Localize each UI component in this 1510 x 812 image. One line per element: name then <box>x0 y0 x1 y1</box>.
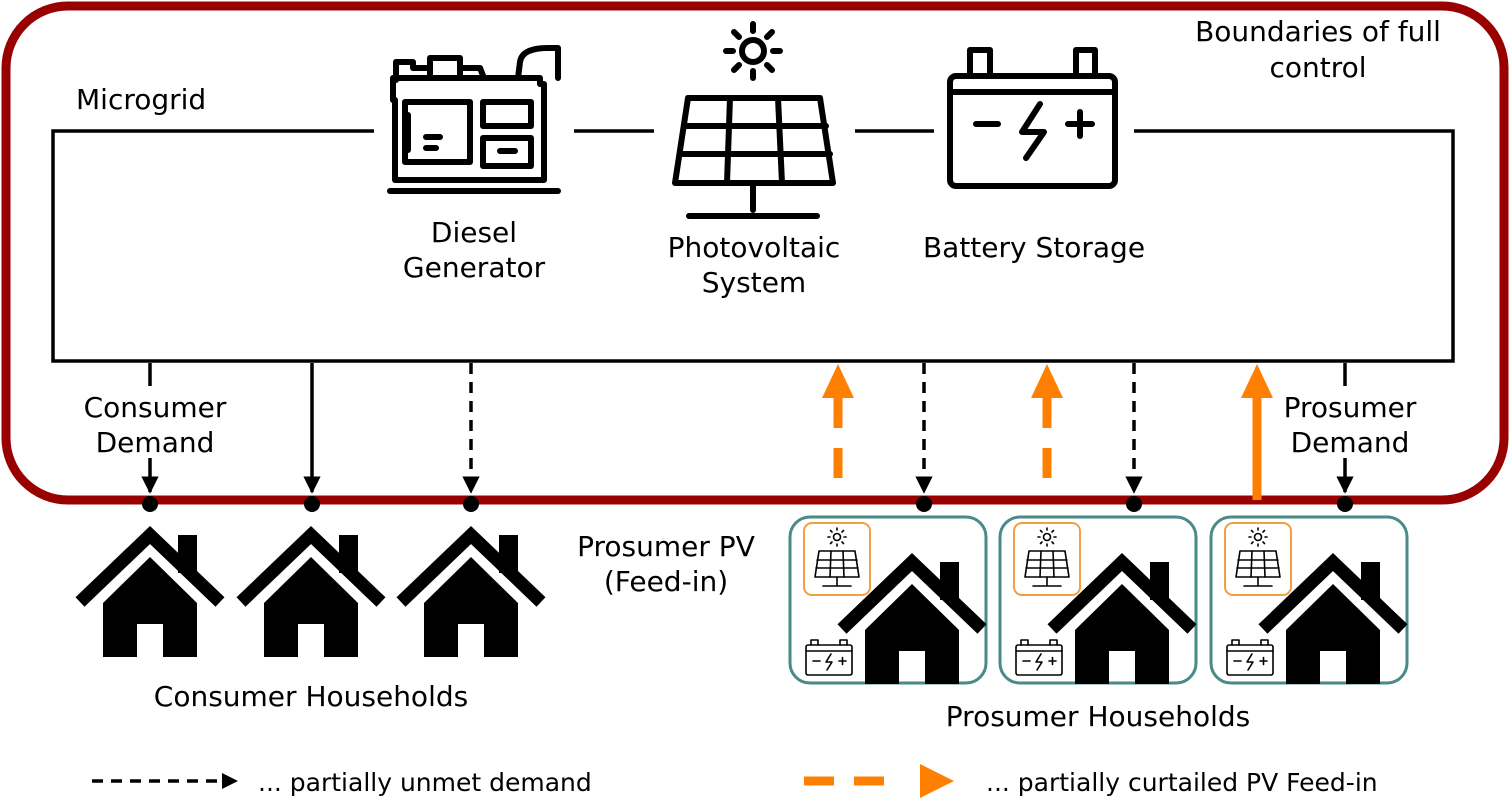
consumer-house-icon <box>401 535 541 657</box>
legend: ... partially unmet demand ... partially… <box>92 764 1378 798</box>
legend-unmet-demand: ... partially unmet demand <box>258 768 592 797</box>
photovoltaic-icon <box>672 21 836 219</box>
diesel-label-line2: Generator <box>403 251 546 284</box>
boundary-label-line2: control <box>1269 51 1366 84</box>
legend-black-arrowhead <box>222 773 238 789</box>
prosumer-household-3 <box>1209 515 1407 684</box>
consumer-demand-label-line2: Demand <box>96 426 215 459</box>
consumer-demand-label-line1: Consumer <box>84 391 227 424</box>
prosumer-demand-label-line1: Prosumer <box>1284 391 1417 424</box>
consumer-households <box>80 535 541 657</box>
microgrid-label: Microgrid <box>76 83 206 116</box>
pv-label-line2: System <box>702 266 806 299</box>
consumer-house-icon <box>80 535 220 657</box>
pv-label-line1: Photovoltaic <box>668 231 841 264</box>
legend-curtailed-pv: ... partially curtailed PV Feed-in <box>986 768 1378 797</box>
prosumer-pv-label-line2: (Feed-in) <box>604 565 728 598</box>
consumer-house-icon <box>241 535 381 657</box>
pv-feed-in-flows <box>822 364 1273 500</box>
battery-label: Battery Storage <box>923 231 1145 264</box>
battery-storage-icon <box>947 47 1118 189</box>
prosumer-household-2 <box>998 515 1196 684</box>
prosumer-demand-label-line2: Demand <box>1291 426 1410 459</box>
prosumer-households-label: Prosumer Households <box>946 700 1250 733</box>
microgrid-bus <box>51 129 1455 363</box>
boundary-label-line1: Boundaries of full <box>1195 15 1441 48</box>
control-boundary <box>1 1 1509 505</box>
prosumer-household-1 <box>788 515 986 684</box>
prosumer-demand-flows <box>915 363 1354 512</box>
consumer-demand-flows <box>141 363 480 512</box>
consumer-households-label: Consumer Households <box>154 680 468 713</box>
diesel-label-line1: Diesel <box>431 216 517 249</box>
prosumer-pv-label-line1: Prosumer PV <box>577 530 755 563</box>
diesel-generator-icon <box>387 45 561 194</box>
legend-orange-arrowhead <box>920 764 954 798</box>
